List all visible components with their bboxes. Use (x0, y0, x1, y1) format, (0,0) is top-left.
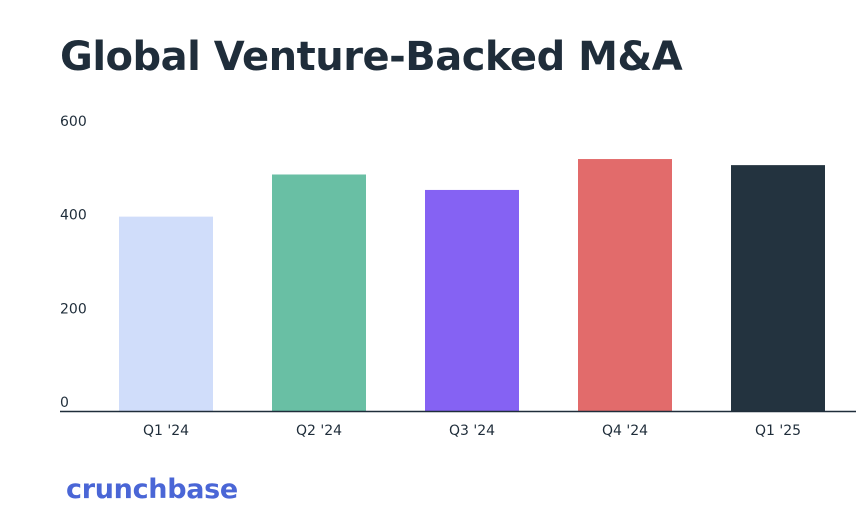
y-tick-label: 0 (60, 395, 69, 411)
bar (731, 165, 825, 411)
chart-title: Global Venture-Backed M&A (60, 34, 683, 80)
x-tick-label: Q1 '24 (143, 423, 189, 439)
y-tick-label: 600 (60, 114, 87, 130)
x-tick-label: Q3 '24 (449, 423, 495, 439)
x-tick-label: Q1 '25 (755, 423, 801, 439)
x-tick-label: Q4 '24 (602, 423, 648, 439)
y-tick-label: 200 (60, 301, 87, 317)
bar (272, 174, 366, 411)
x-axis-labels: Q1 '24 Q2 '24 Q3 '24 Q4 '24 Q1 '25 (143, 423, 801, 439)
bar (425, 189, 519, 411)
crunchbase-logo: crunchbase (66, 474, 238, 505)
bar (119, 216, 213, 411)
bar (578, 159, 672, 411)
bar-group (119, 159, 825, 411)
x-tick-label: Q2 '24 (296, 423, 342, 439)
y-tick-label: 400 (60, 208, 87, 224)
y-axis-ticks: 0 200 400 600 (60, 114, 87, 411)
